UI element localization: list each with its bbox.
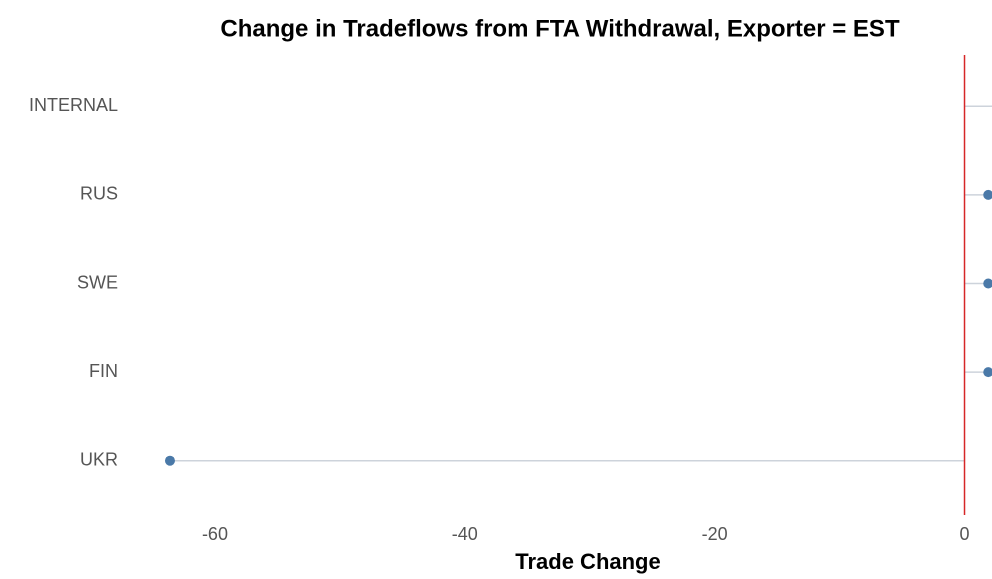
point [983, 278, 992, 289]
x-tick-label: -60 [202, 524, 228, 544]
y-tick-label: INTERNAL [29, 95, 118, 115]
y-tick-label: FIN [89, 361, 118, 381]
point [164, 455, 175, 466]
x-tick-label: 0 [960, 524, 970, 544]
y-tick-label: SWE [77, 272, 118, 292]
x-tick-label: -20 [702, 524, 728, 544]
plot-area [164, 55, 992, 515]
chart-title: Change in Tradeflows from FTA Withdrawal… [220, 15, 900, 42]
labels: -60 -40 -20 0 INTERNAL RUS SWE FIN UKR [29, 95, 970, 544]
y-tick-label: RUS [80, 184, 118, 204]
point [983, 189, 992, 200]
x-axis-label: Trade Change [515, 549, 660, 574]
y-tick-label: UKR [80, 449, 118, 469]
x-tick-label: -40 [452, 524, 478, 544]
point [983, 367, 992, 378]
